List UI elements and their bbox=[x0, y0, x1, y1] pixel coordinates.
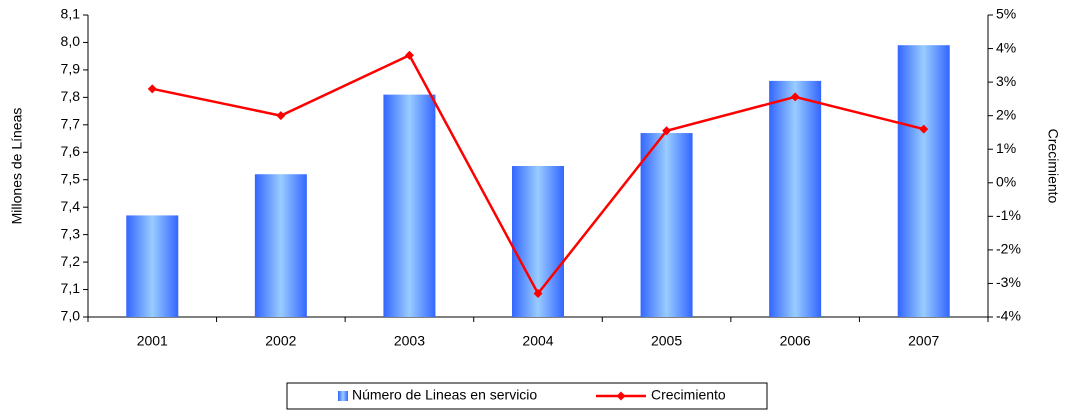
legend-label: Crecimiento bbox=[651, 387, 726, 403]
y2-axis-label: Crecimiento bbox=[1045, 129, 1061, 204]
y-tick-label: 7,3 bbox=[61, 225, 81, 241]
legend-box bbox=[286, 382, 768, 410]
x-tick-label: 2002 bbox=[265, 333, 296, 349]
bar bbox=[383, 94, 436, 317]
bar bbox=[254, 174, 307, 317]
x-tick-label: 2004 bbox=[522, 333, 553, 349]
y-tick-label: 7,1 bbox=[61, 280, 81, 296]
y2-tick-label: -2% bbox=[996, 241, 1021, 257]
line-marker bbox=[404, 50, 414, 60]
y-tick-label: 7,5 bbox=[61, 170, 81, 186]
y2-tick-label: -4% bbox=[996, 308, 1021, 324]
y-tick-label: 7,2 bbox=[61, 253, 81, 269]
y2-tick-label: 4% bbox=[996, 39, 1016, 55]
y-tick-label: 8,1 bbox=[61, 6, 81, 22]
y-tick-label: 7,6 bbox=[61, 143, 81, 159]
line-marker bbox=[533, 289, 543, 299]
y-tick-label: 7,7 bbox=[61, 116, 81, 132]
legend-label: Número de Lineas en servicio bbox=[352, 387, 537, 403]
y2-tick-label: 0% bbox=[996, 173, 1016, 189]
y2-tick-label: -1% bbox=[996, 207, 1021, 223]
y2-tick-label: 2% bbox=[996, 106, 1016, 122]
bar bbox=[897, 45, 950, 317]
line-marker bbox=[790, 92, 800, 102]
y-tick-label: 7,9 bbox=[61, 61, 81, 77]
bar bbox=[640, 133, 693, 317]
line-marker bbox=[276, 111, 286, 121]
y2-tick-label: 1% bbox=[996, 140, 1016, 156]
x-tick-label: 2001 bbox=[137, 333, 168, 349]
legend-swatch bbox=[338, 391, 348, 401]
x-tick-label: 2007 bbox=[908, 333, 939, 349]
y-tick-label: 7,0 bbox=[61, 308, 81, 324]
y-tick-label: 7,4 bbox=[61, 198, 81, 214]
y2-tick-label: 5% bbox=[996, 6, 1016, 22]
x-tick-label: 2003 bbox=[394, 333, 425, 349]
x-tick-label: 2005 bbox=[651, 333, 682, 349]
line-marker bbox=[919, 124, 929, 134]
y-axis-label: Millones de Líneas bbox=[9, 108, 25, 225]
y2-tick-label: -3% bbox=[996, 274, 1021, 290]
bar bbox=[126, 215, 179, 317]
line-marker bbox=[147, 84, 157, 94]
y2-tick-label: 3% bbox=[996, 73, 1016, 89]
bar bbox=[769, 80, 822, 318]
y-tick-label: 8,0 bbox=[61, 33, 81, 49]
line-marker bbox=[662, 126, 672, 136]
y-tick-label: 7,8 bbox=[61, 88, 81, 104]
x-tick-label: 2006 bbox=[780, 333, 811, 349]
legend-swatch-marker bbox=[616, 391, 626, 401]
